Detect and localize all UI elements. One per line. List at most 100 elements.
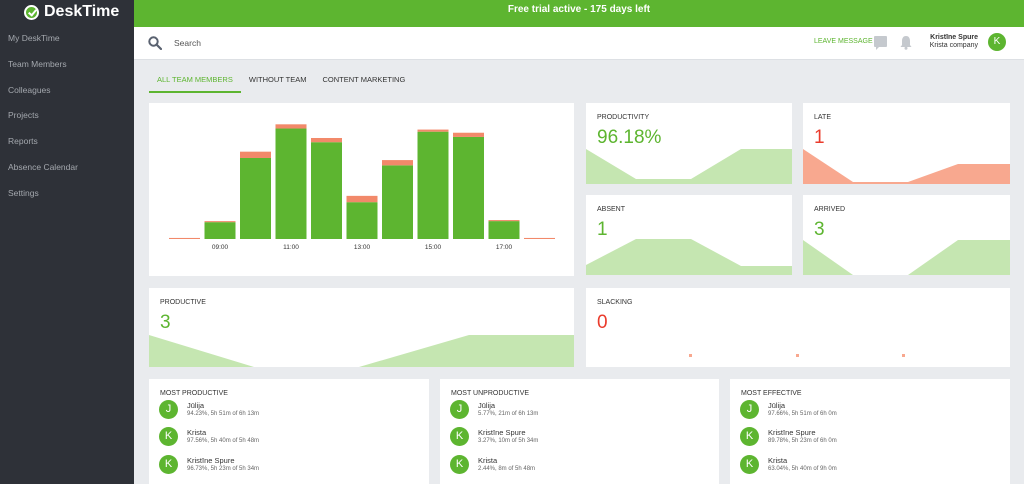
tick-label-1300: 13:00: [354, 244, 371, 251]
app-logo[interactable]: DeskTime: [24, 3, 119, 21]
bar-productive-1700[interactable]: [488, 221, 520, 239]
arrived-card[interactable]: ARRIVED 3: [803, 195, 1010, 275]
person-name: Kristīne Spure: [768, 428, 816, 437]
person-stat: 96.73%, 5h 23m of 5h 34m: [187, 466, 260, 472]
avatar: J: [450, 400, 469, 419]
bar-productive-0900[interactable]: [204, 222, 236, 239]
leave-message-link[interactable]: LEAVE MESSAGE: [814, 38, 873, 45]
productive-sparkline: [149, 335, 574, 367]
bar-unproductive-0800[interactable]: [169, 237, 200, 239]
list-item[interactable]: J Jūlija 94.23%, 5h 51m of 6h 13m: [159, 400, 419, 420]
slacking-card[interactable]: SLACKING 0: [586, 288, 1010, 367]
most-productive-title: MOST PRODUCTIVE: [160, 390, 228, 397]
person-name: Jūlija: [478, 401, 496, 410]
bell-icon[interactable]: [899, 35, 913, 50]
person-name: Krista: [187, 428, 207, 437]
absent-label: ABSENT: [597, 206, 626, 213]
productive-label: PRODUCTIVE: [160, 299, 206, 306]
logo-check-icon: [24, 4, 39, 20]
person-stat: 3.27%, 10m of 5h 34m: [478, 438, 539, 444]
person-stat: 63.04%, 5h 40m of 9h 0m: [768, 466, 837, 472]
list-item[interactable]: K Krista 2.44%, 8m of 5h 48m: [450, 455, 710, 475]
sidebar-nav: My DeskTime Team Members Colleagues Proj…: [0, 26, 134, 207]
person-name: Krista: [768, 456, 788, 465]
late-card[interactable]: LATE 1: [803, 103, 1010, 184]
sidebar-item-projects[interactable]: Projects: [8, 110, 39, 121]
tick-label-0900: 09:00: [212, 244, 229, 251]
bar-unproductive-1800[interactable]: [524, 237, 555, 239]
avatar: K: [450, 427, 469, 446]
list-item[interactable]: J Jūlija 5.77%, 21m of 6h 13m: [450, 400, 710, 420]
tab-all-team-members[interactable]: ALL TEAM MEMBERS: [149, 72, 241, 93]
bar-productive-1600[interactable]: [453, 136, 484, 239]
absent-card[interactable]: ABSENT 1: [586, 195, 792, 275]
avatar: K: [159, 455, 178, 474]
slacking-value: 0: [597, 312, 608, 333]
list-item[interactable]: J Jūlija 97.66%, 5h 51m of 6h 0m: [740, 400, 1000, 420]
productivity-card[interactable]: PRODUCTIVITY 96.18%: [586, 103, 792, 184]
list-item[interactable]: K Kristīne Spure 96.73%, 5h 23m of 5h 34…: [159, 455, 419, 475]
arrived-sparkline: [803, 240, 1010, 275]
bar-unproductive-0900[interactable]: [204, 221, 236, 223]
bar-unproductive-1200[interactable]: [311, 137, 342, 143]
productivity-sparkline: [586, 149, 792, 184]
absent-sparkline: [586, 239, 792, 275]
person-name: Kristīne Spure: [187, 456, 235, 465]
chat-icon[interactable]: [874, 36, 887, 50]
tick-label-1700: 17:00: [496, 244, 513, 251]
bar-productive-1300[interactable]: [346, 202, 378, 239]
bar-productive-1500[interactable]: [417, 131, 449, 239]
list-item[interactable]: K Krista 63.04%, 5h 40m of 9h 0m: [740, 455, 1000, 475]
top-bar: LEAVE MESSAGE Kristīne Spure Krista comp…: [134, 27, 1024, 60]
person-stat: 97.56%, 5h 40m of 5h 48m: [187, 438, 260, 444]
productivity-label: PRODUCTIVITY: [597, 114, 650, 121]
sidebar-item-team-members[interactable]: Team Members: [8, 58, 67, 69]
sidebar-item-my-desktime[interactable]: My DeskTime: [8, 33, 60, 43]
list-item[interactable]: K Krista 97.56%, 5h 40m of 5h 48m: [159, 427, 419, 447]
most-unproductive-title: MOST UNPRODUCTIVE: [451, 390, 530, 397]
bar-unproductive-1700[interactable]: [488, 220, 520, 222]
sidebar-item-colleagues[interactable]: Colleagues: [8, 84, 51, 95]
user-name[interactable]: Kristīne Spure: [930, 34, 978, 41]
sidebar-item-reports[interactable]: Reports: [8, 136, 38, 147]
list-item[interactable]: K Kristīne Spure 89.78%, 5h 23m of 6h 0m: [740, 427, 1000, 447]
person-name: Jūlija: [187, 401, 205, 410]
team-tabs: ALL TEAM MEMBERS WITHOUT TEAM CONTENT MA…: [149, 72, 413, 93]
bar-unproductive-1400[interactable]: [382, 160, 413, 166]
user-company: Krista company: [929, 42, 978, 49]
productivity-value: 96.18%: [597, 127, 662, 148]
bar-unproductive-1500[interactable]: [417, 129, 449, 132]
bar-unproductive-1100[interactable]: [275, 124, 307, 129]
person-stat: 97.66%, 5h 51m of 6h 0m: [768, 411, 837, 417]
bar-productive-1000[interactable]: [240, 157, 271, 239]
tab-without-team[interactable]: WITHOUT TEAM: [248, 75, 307, 84]
tick-label-1500: 15:00: [425, 244, 442, 251]
sidebar-item-absence-calendar[interactable]: Absence Calendar: [8, 161, 78, 172]
productive-card[interactable]: PRODUCTIVE 3: [149, 288, 574, 367]
most-effective-title: MOST EFFECTIVE: [741, 390, 802, 397]
most-effective-card: MOST EFFECTIVE J Jūlija 97.66%, 5h 51m o…: [730, 379, 1010, 484]
bar-unproductive-1600[interactable]: [453, 132, 484, 137]
search-input[interactable]: [174, 36, 474, 50]
tick-label-1100: 11:00: [283, 244, 299, 251]
trial-banner: Free trial active - 175 days left: [134, 0, 1024, 27]
bar-unproductive-1300[interactable]: [346, 195, 378, 203]
avatar: J: [740, 400, 759, 419]
bar-productive-1100[interactable]: [275, 128, 307, 239]
most-unproductive-card: MOST UNPRODUCTIVE J Jūlija 5.77%, 21m of…: [440, 379, 719, 484]
tab-content-marketing[interactable]: CONTENT MARKETING: [322, 75, 406, 84]
slacking-sparkline: [689, 354, 905, 357]
arrived-value: 3: [814, 219, 825, 240]
most-productive-card: MOST PRODUCTIVE J Jūlija 94.23%, 5h 51m …: [149, 379, 429, 484]
search-icon[interactable]: [148, 36, 162, 50]
list-item[interactable]: K Kristīne Spure 3.27%, 10m of 5h 34m: [450, 427, 710, 447]
bar-productive-1400[interactable]: [382, 165, 413, 239]
person-name: Jūlija: [768, 401, 786, 410]
bar-productive-1200[interactable]: [311, 142, 342, 239]
late-label: LATE: [814, 114, 831, 121]
person-stat: 89.78%, 5h 23m of 6h 0m: [768, 438, 837, 444]
bar-unproductive-1000[interactable]: [240, 151, 271, 158]
sidebar-item-settings[interactable]: Settings: [8, 187, 39, 198]
user-avatar[interactable]: K: [988, 33, 1006, 51]
late-sparkline: [803, 149, 1010, 184]
